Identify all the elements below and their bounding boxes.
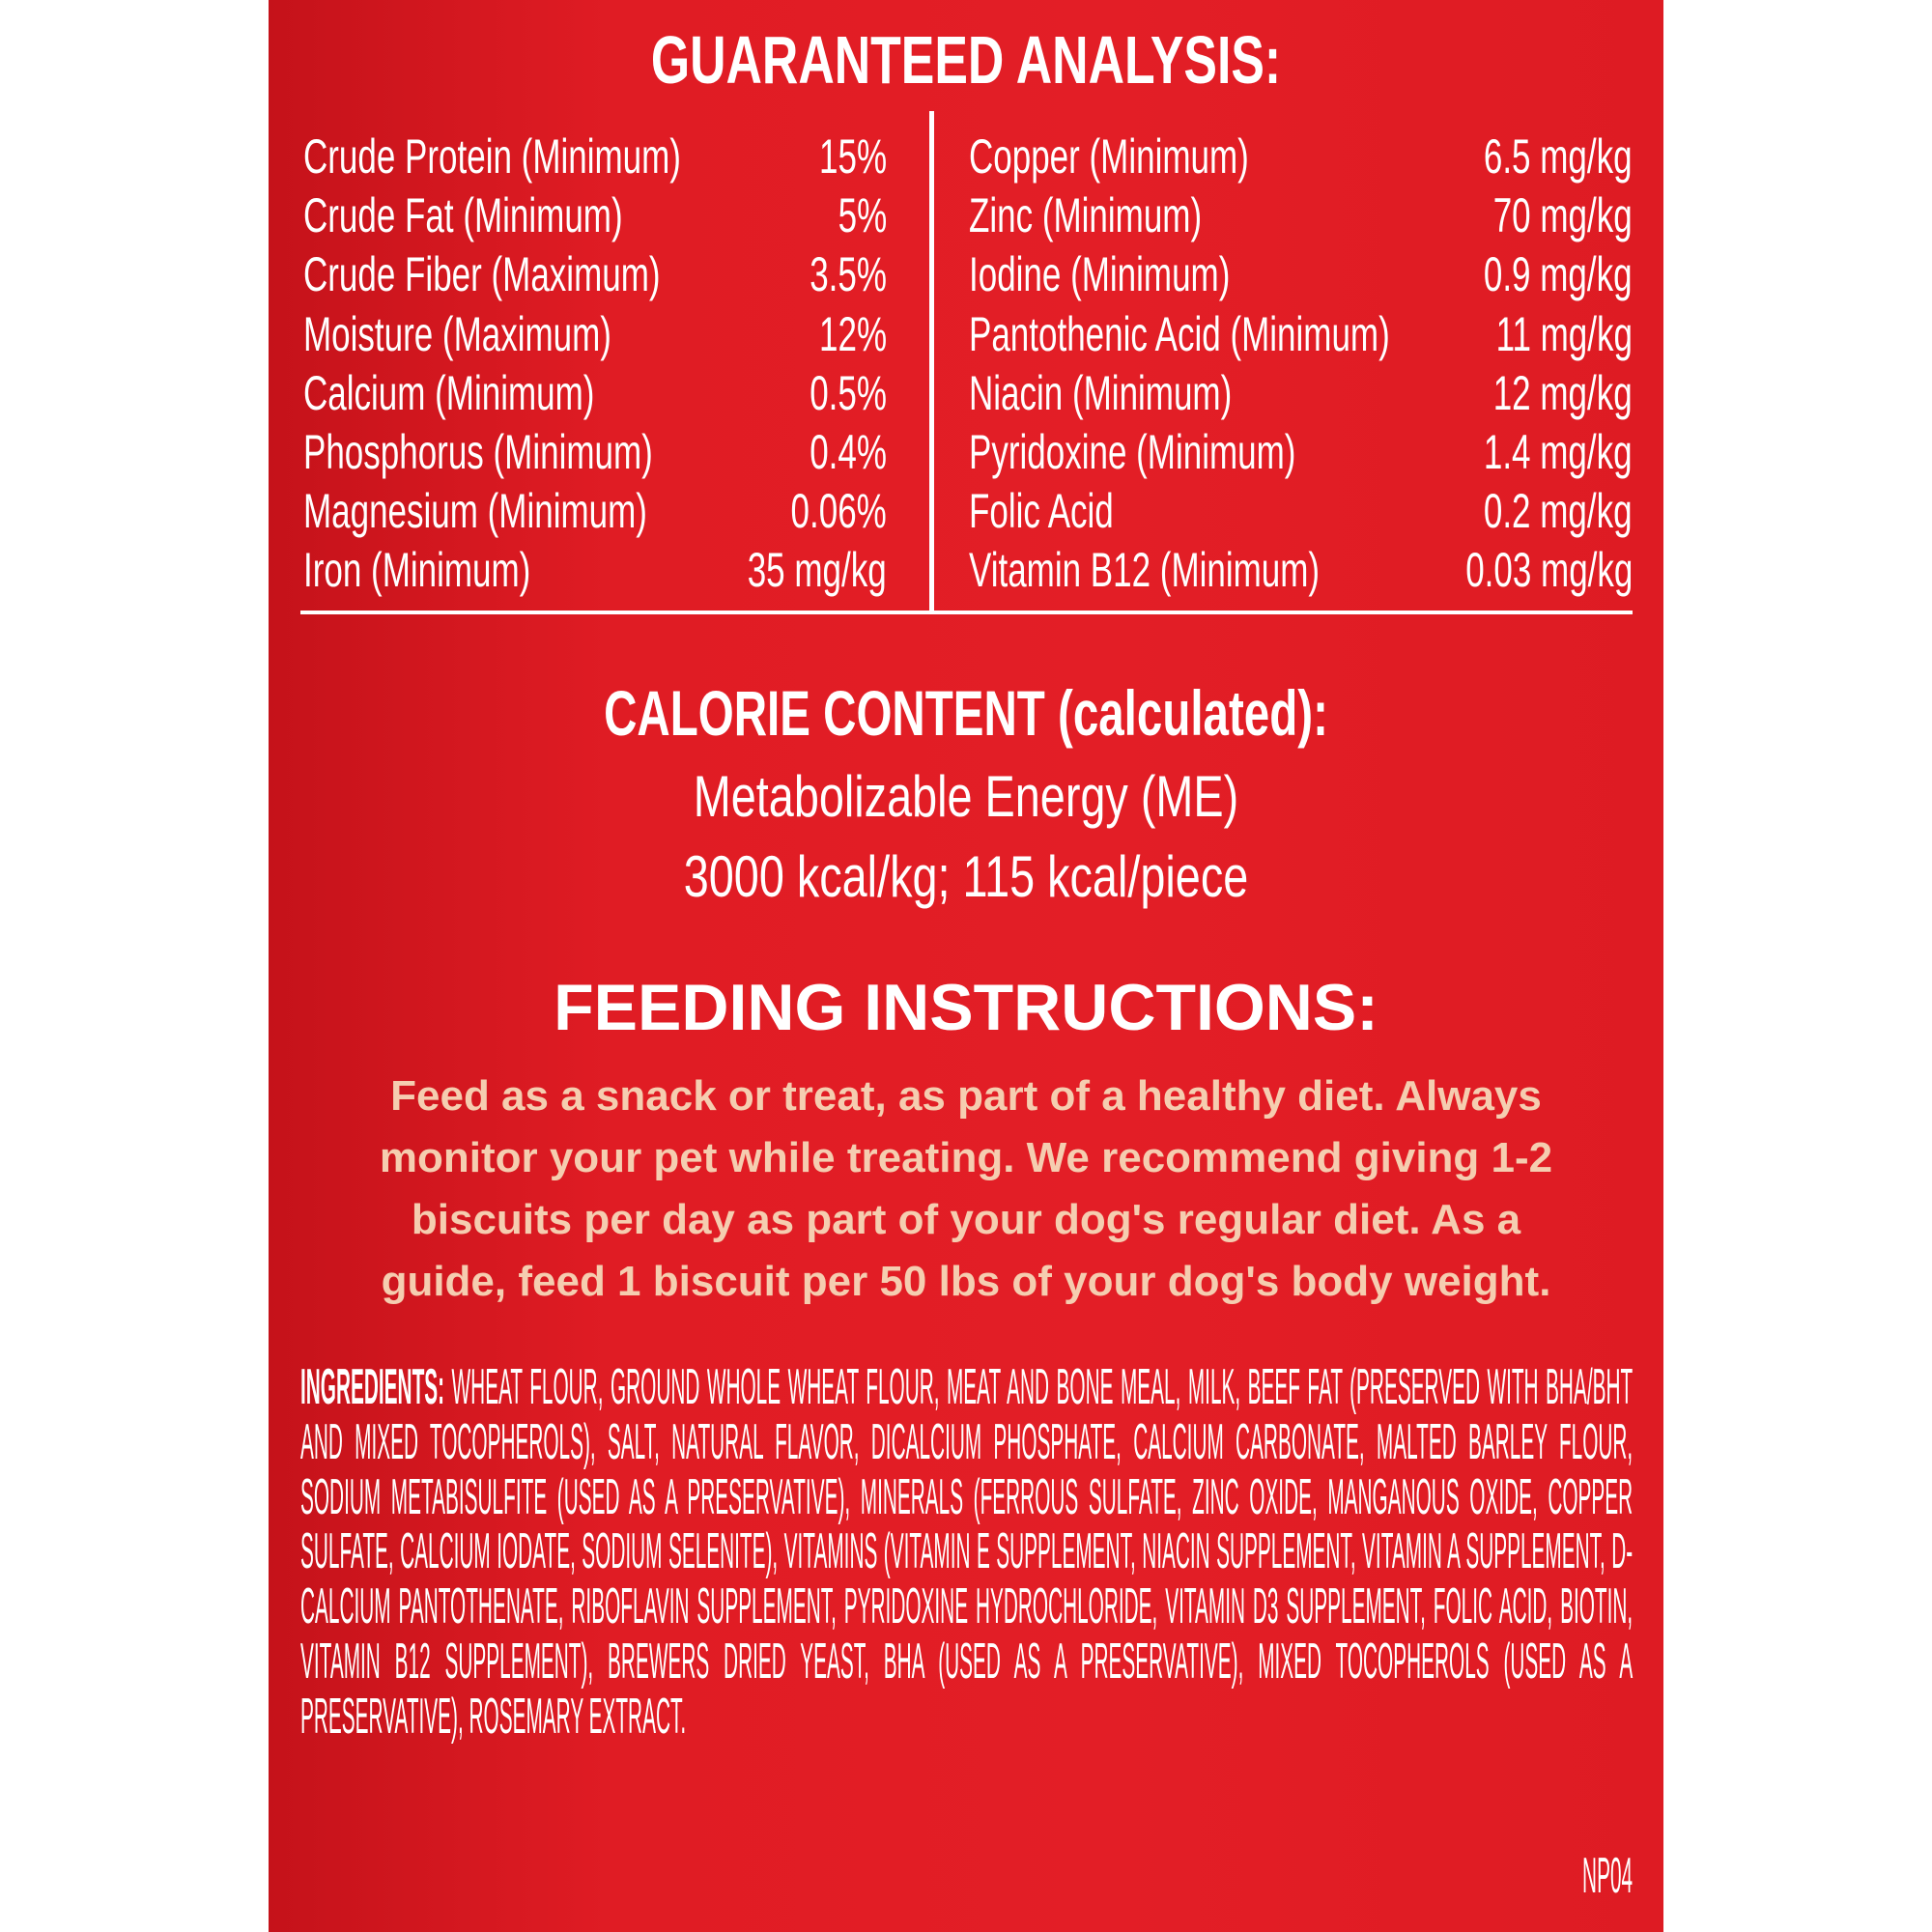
row-label: Crude Protein (Minimum) xyxy=(303,129,681,184)
row-label: Moisture (Maximum) xyxy=(303,306,611,361)
row-label: Folic Acid xyxy=(969,484,1114,539)
row-label: Pantothenic Acid (Minimum) xyxy=(969,306,1390,361)
row-value: 11 mg/kg xyxy=(1495,306,1633,361)
label-panel: GUARANTEED ANALYSIS: Crude Protein (Mini… xyxy=(269,0,1663,1932)
ingredients: INGREDIENTS: WHEAT FLOUR, GROUND WHOLE W… xyxy=(300,1360,1633,1745)
row-label: Iron (Minimum) xyxy=(303,543,531,598)
row-label: Copper (Minimum) xyxy=(969,129,1249,184)
row-label: Niacin (Minimum) xyxy=(969,365,1233,420)
row-label: Vitamin B12 (Minimum) xyxy=(969,543,1321,598)
feeding-line: monitor your pet while treating. We reco… xyxy=(379,1134,1553,1181)
row-value: 70 mg/kg xyxy=(1493,188,1633,243)
row-value: 0.5% xyxy=(810,365,887,420)
row-label: Calcium (Minimum) xyxy=(303,365,595,420)
feeding-line: biscuits per day as part of your dog's r… xyxy=(411,1196,1521,1243)
row-label: Phosphorus (Minimum) xyxy=(303,425,653,479)
feeding-line: guide, feed 1 biscuit per 50 lbs of your… xyxy=(381,1258,1551,1305)
row-value: 35 mg/kg xyxy=(748,543,887,598)
row-label: Crude Fat (Minimum) xyxy=(303,188,623,243)
row-value: 6.5 mg/kg xyxy=(1484,129,1633,184)
row-value: 1.4 mg/kg xyxy=(1484,425,1633,479)
row-value: 12 mg/kg xyxy=(1493,365,1633,420)
row-label: Crude Fiber (Maximum) xyxy=(303,247,661,302)
ingredients-label: INGREDIENTS: xyxy=(300,1359,445,1415)
row-label: Pyridoxine (Minimum) xyxy=(969,425,1296,479)
row-value: 12% xyxy=(818,306,887,361)
feeding-line: Feed as a snack or treat, as part of a h… xyxy=(390,1072,1542,1120)
table-rule xyxy=(300,611,1633,614)
row-value: 0.06% xyxy=(790,484,887,539)
row-value: 0.9 mg/kg xyxy=(1484,247,1633,302)
product-code: NP04 xyxy=(1581,1848,1633,1904)
row-value: 5% xyxy=(838,188,887,243)
calorie-line: 3000 kcal/kg; 115 kcal/piece xyxy=(683,844,1249,909)
row-label: Magnesium (Minimum) xyxy=(303,484,647,539)
analysis-title: GUARANTEED ANALYSIS: xyxy=(650,22,1282,98)
row-label: Zinc (Minimum) xyxy=(969,188,1203,243)
row-value: 0.03 mg/kg xyxy=(1464,543,1633,598)
row-value: 0.2 mg/kg xyxy=(1484,484,1633,539)
row-value: 0.4% xyxy=(810,425,887,479)
row-value: 15% xyxy=(818,129,887,184)
calorie-title: CALORIE CONTENT (calculated): xyxy=(604,677,1328,749)
row-value: 3.5% xyxy=(810,247,887,302)
row-label: Iodine (Minimum) xyxy=(969,247,1231,302)
calorie-line: Metabolizable Energy (ME) xyxy=(693,764,1239,829)
column-divider xyxy=(929,111,934,612)
feeding-title: FEEDING INSTRUCTIONS: xyxy=(554,971,1378,1044)
ingredients-text: WHEAT FLOUR, GROUND WHOLE WHEAT FLOUR, M… xyxy=(300,1359,1634,1745)
